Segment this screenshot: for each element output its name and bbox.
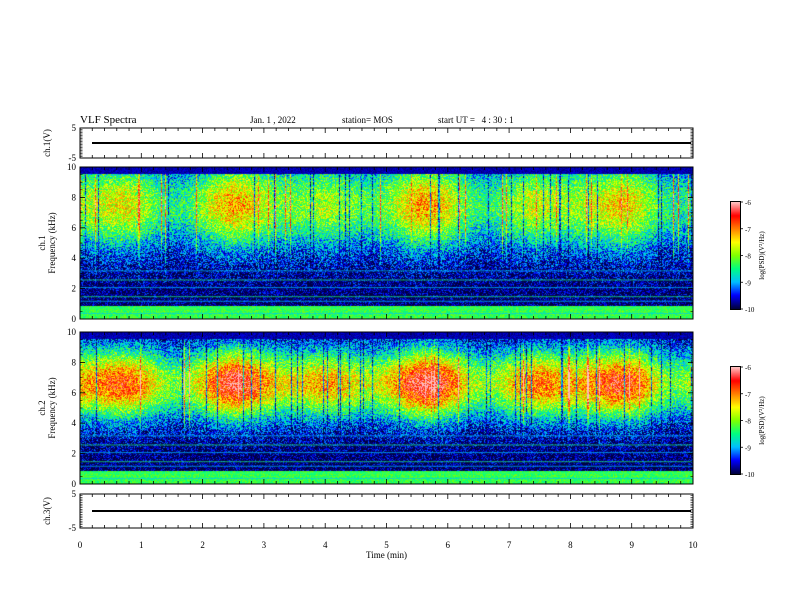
ch3-voltage-ytick-label: 5 bbox=[72, 489, 77, 499]
ch1-spectrogram-colorbar-tick: -7 bbox=[745, 226, 751, 234]
ch3-voltage-ytick-label: -5 bbox=[69, 523, 77, 533]
ch1-spectrogram-frame bbox=[79, 166, 694, 320]
ch2-spectrogram-colorbar-label: log(PSD)(V²/Hz) bbox=[758, 396, 766, 445]
ch1-spectrogram-ylabel: ch.1 bbox=[37, 235, 47, 250]
x-tick-label: 5 bbox=[384, 540, 389, 550]
start-time-label: start UT = 4 : 30 : 1 bbox=[438, 115, 514, 125]
ch1-spectrogram-colorbar-tick: -6 bbox=[745, 199, 751, 207]
ch1-spectrogram-ytick-label: 0 bbox=[72, 314, 77, 324]
x-tick-label: 4 bbox=[323, 540, 328, 550]
ch2-spectrogram-ytick-label: 4 bbox=[72, 418, 77, 428]
ch2-colorbar bbox=[730, 366, 741, 475]
x-tick-label: 10 bbox=[689, 540, 699, 550]
ch2-spectrogram-ytick-label: 2 bbox=[72, 449, 77, 459]
ch1-spectrogram-colorbar-tick: -9 bbox=[745, 279, 751, 287]
x-tick-label: 6 bbox=[446, 540, 451, 550]
ch2-spectrogram-image bbox=[80, 332, 693, 484]
ch2-spectrogram-frame bbox=[79, 331, 694, 485]
ch2-spectrogram-ylabel: ch.2 bbox=[37, 400, 47, 415]
ch1-voltage-ytick-label: 5 bbox=[72, 123, 77, 133]
x-tick-label: 0 bbox=[78, 540, 83, 550]
ch1-spectrogram-image bbox=[80, 167, 693, 319]
date-label: Jan. 1 , 2022 bbox=[250, 115, 296, 125]
ch2-spectrogram-ytick-label: 0 bbox=[72, 479, 77, 489]
station-label: station= MOS bbox=[342, 115, 393, 125]
ch1-voltage-ylabel: ch.1(V) bbox=[42, 129, 52, 157]
ch2-spectrogram-ytick-label: 8 bbox=[72, 357, 77, 367]
figure-title: VLF Spectra bbox=[80, 114, 137, 126]
ch1-spectrogram-ytick-label: 8 bbox=[72, 192, 77, 202]
ch1-voltage-ytick-label: -5 bbox=[69, 153, 77, 163]
ch1-spectrogram-ytick-label: 2 bbox=[72, 284, 77, 294]
x-tick-label: 1 bbox=[139, 540, 144, 550]
x-tick-label: 8 bbox=[568, 540, 573, 550]
ch1-spectrogram-ytick-label: 10 bbox=[67, 162, 77, 172]
ch1-spectrogram-ylabel: Frequency (kHz) bbox=[47, 212, 57, 273]
ch2-spectrogram-colorbar-tick: -10 bbox=[745, 471, 755, 479]
ch1-spectrogram-colorbar-tick: -10 bbox=[745, 306, 755, 314]
ch3-voltage-ylabel: ch.3(V) bbox=[42, 497, 52, 525]
ch1-spectrogram-colorbar-tick: -8 bbox=[745, 253, 751, 261]
x-axis-label: Time (min) bbox=[366, 550, 407, 560]
ch2-spectrogram-ylabel: Frequency (kHz) bbox=[47, 377, 57, 438]
ch2-spectrogram-colorbar-tick: -9 bbox=[745, 444, 751, 452]
ch1-colorbar bbox=[730, 201, 741, 310]
ch2-spectrogram-colorbar-tick: -8 bbox=[745, 418, 751, 426]
x-tick-label: 9 bbox=[629, 540, 634, 550]
ch2-spectrogram-ytick-label: 10 bbox=[67, 327, 77, 337]
ch2-spectrogram-colorbar-tick: -6 bbox=[745, 364, 751, 372]
x-tick-label: 3 bbox=[262, 540, 267, 550]
ch2-spectrogram-colorbar-tick: -7 bbox=[745, 391, 751, 399]
x-tick-label: 7 bbox=[507, 540, 512, 550]
x-tick-label: 2 bbox=[200, 540, 205, 550]
ch1-spectrogram-ytick-label: 6 bbox=[72, 223, 77, 233]
ch1-spectrogram-colorbar-label: log(PSD)(V²/Hz) bbox=[758, 231, 766, 280]
ch1-spectrogram-ytick-label: 4 bbox=[72, 253, 77, 263]
ch2-spectrogram-ytick-label: 6 bbox=[72, 388, 77, 398]
